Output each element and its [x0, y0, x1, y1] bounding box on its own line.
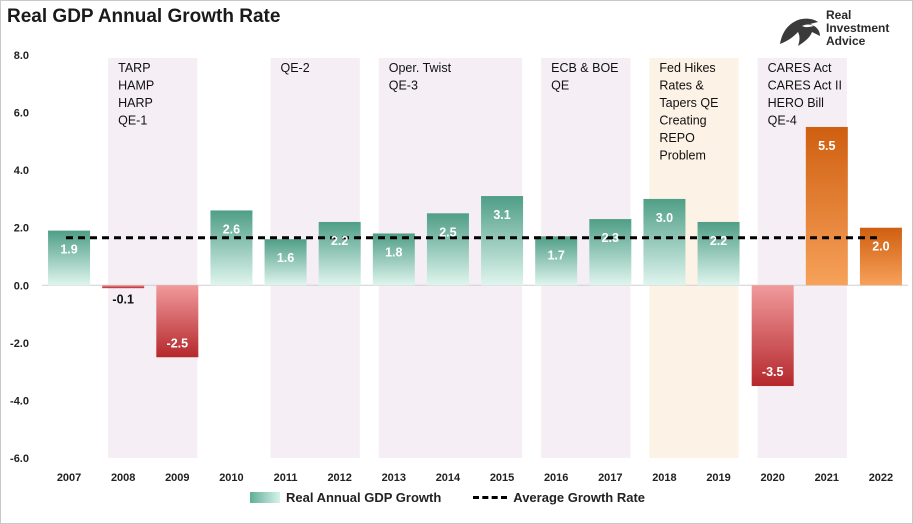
annotation-5-line-2: Rates &	[659, 79, 704, 93]
data-label-2018: 3.0	[656, 211, 673, 225]
legend-swatch-growth	[250, 491, 280, 503]
data-label-2022: 2.0	[872, 240, 889, 254]
bar-2015	[481, 196, 524, 286]
bar-2011	[264, 239, 307, 286]
bar-2008	[102, 285, 145, 289]
annotation-1-line-3: HARP	[118, 96, 153, 110]
eagle-logo-icon	[780, 18, 820, 46]
data-label-2008: -0.1	[112, 292, 134, 306]
logo-text: Real Investment Advice	[826, 9, 889, 48]
data-label-2016: 1.7	[547, 248, 564, 262]
y-tick-label: -2.0	[10, 338, 29, 350]
data-label-2020: -3.5	[762, 365, 784, 379]
y-tick-label: -6.0	[10, 453, 29, 465]
data-label-2015: 3.1	[493, 208, 510, 222]
x-tick-label: 2013	[382, 472, 406, 484]
x-tick-label: 2014	[436, 472, 461, 484]
annotation-1-line-4: QE-1	[118, 114, 147, 128]
annotation-5-line-3: Tapers QE	[659, 96, 718, 110]
x-tick-label: 2020	[760, 472, 784, 484]
y-tick-label: 6.0	[14, 108, 29, 120]
x-tick-label: 2022	[869, 472, 893, 484]
bar-2014	[426, 213, 469, 286]
data-label-2021: 5.5	[818, 139, 835, 153]
annotation-6-line-4: QE-4	[768, 114, 797, 128]
annotation-3-line-1: Oper. Twist	[389, 61, 452, 75]
annotation-4-line-2: QE	[551, 79, 569, 93]
y-tick-label: 8.0	[14, 50, 29, 62]
legend-label-growth: Real Annual GDP Growth	[286, 489, 442, 505]
x-tick-label: 2007	[57, 472, 81, 484]
bar-2010	[210, 210, 253, 286]
data-label-2007: 1.9	[60, 243, 77, 257]
x-tick-label: 2015	[490, 472, 514, 484]
y-tick-label: -4.0	[10, 395, 29, 407]
annotation-1-line-1: TARP	[118, 61, 150, 75]
annotation-6-line-2: CARES Act II	[768, 79, 842, 93]
x-tick-label: 2011	[274, 472, 298, 484]
x-tick-label: 2010	[219, 472, 243, 484]
annotation-1-line-2: HAMP	[118, 79, 154, 93]
bar-2021	[805, 126, 848, 286]
bar-2016	[535, 236, 578, 286]
x-tick-label: 2016	[544, 472, 568, 484]
data-label-2013: 1.8	[385, 245, 402, 259]
x-tick-label: 2021	[815, 472, 839, 484]
bar-2018	[643, 198, 686, 286]
x-tick-label: 2017	[598, 472, 622, 484]
annotation-3-line-2: QE-3	[389, 79, 418, 93]
data-label-2011: 1.6	[277, 251, 294, 265]
annotation-6-line-3: HERO Bill	[768, 96, 824, 110]
annotation-2-line-1: QE-2	[281, 61, 310, 75]
data-label-2014: 2.5	[439, 225, 456, 239]
annotation-5-line-6: Problem	[659, 149, 706, 163]
x-tick-label: 2008	[111, 472, 135, 484]
data-label-2010: 2.6	[223, 222, 240, 236]
y-tick-label: 2.0	[14, 223, 29, 235]
y-tick-label: 4.0	[14, 165, 29, 177]
legend-swatch-average	[473, 495, 508, 499]
bar-2019	[697, 221, 740, 286]
x-tick-label: 2009	[165, 472, 189, 484]
data-label-2009: -2.5	[167, 336, 189, 350]
data-label-2017: 2.3	[602, 231, 619, 245]
logo-line-3: Advice	[826, 34, 866, 48]
legend-label-average: Average Growth Rate	[513, 489, 646, 505]
bar-2007	[48, 230, 91, 286]
annotation-5-line-1: Fed Hikes	[659, 61, 715, 75]
logo-line-2: Investment	[826, 21, 890, 35]
x-tick-label: 2018	[652, 472, 676, 484]
bar-2022	[859, 227, 902, 286]
legend: Real Annual GDP Growth Average Growth Ra…	[250, 488, 645, 506]
bar-2009	[156, 285, 199, 358]
logo-line-1: Real	[826, 8, 852, 22]
shade-band-1	[108, 58, 198, 458]
annotation-4-line-1: ECB & BOE	[551, 61, 618, 75]
annotation-5-line-4: Creating	[659, 114, 706, 128]
data-label-2012: 2.2	[331, 234, 348, 248]
y-tick-label: 0.0	[14, 280, 29, 292]
annotation-6-line-1: CARES Act	[768, 61, 832, 75]
x-tick-label: 2012	[327, 472, 351, 484]
x-tick-label: 2019	[706, 472, 730, 484]
annotation-5-line-5: REPO	[659, 131, 695, 145]
bar-2020	[751, 285, 794, 387]
chart-title: Real GDP Annual Growth Rate	[7, 6, 281, 27]
bar-2012	[318, 221, 361, 286]
bar-2013	[372, 233, 415, 286]
bar-2017	[589, 219, 632, 286]
data-label-2019: 2.2	[710, 234, 727, 248]
